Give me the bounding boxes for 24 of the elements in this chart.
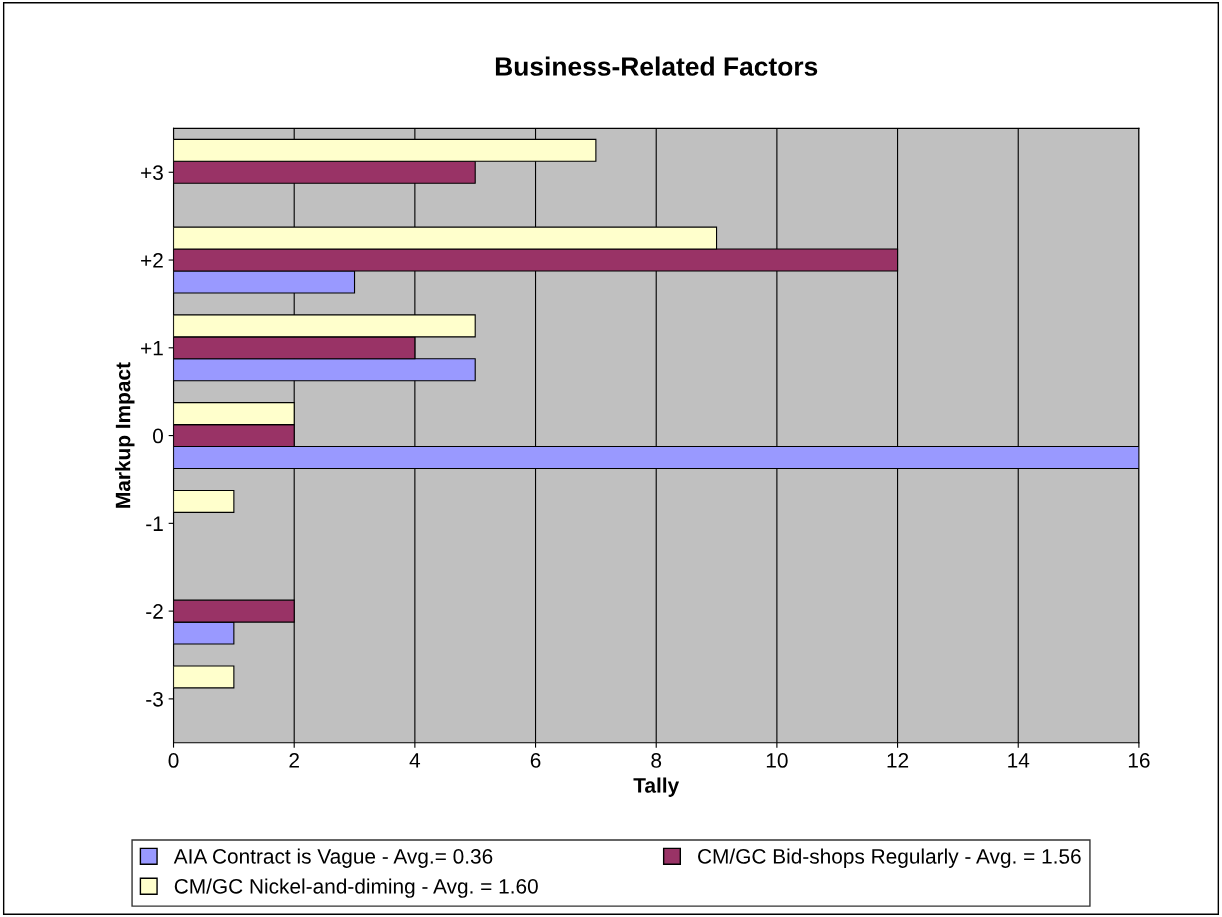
y-tick-label: -2: [146, 604, 163, 619]
bar: [173, 665, 235, 689]
legend-label: CM/GC Nickel-and-diming - Avg. = 1.60: [174, 878, 538, 898]
y-tick-label: +3: [141, 165, 163, 181]
bar: [173, 489, 235, 513]
y-tick-label: -3: [146, 691, 163, 707]
x-tick-label: 6: [530, 753, 541, 768]
y-axis-title: Markup Impact: [115, 362, 135, 508]
y-tick-label: 0: [153, 428, 163, 444]
x-tick-label: 8: [651, 753, 662, 768]
legend-label: CM/GC Bid-shops Regularly - Avg. = 1.56: [698, 848, 1081, 868]
x-tick-label: 14: [1008, 753, 1030, 768]
x-axis-title: Tally: [633, 777, 680, 797]
legend-label: AIA Contract is Vague - Avg.= 0.36: [173, 848, 493, 868]
x-tick-label: 4: [409, 753, 421, 768]
y-tick-label: -1: [146, 516, 163, 531]
x-tick-label: 12: [887, 753, 909, 768]
x-tick-label: 10: [766, 753, 788, 768]
x-tick-label: 2: [289, 753, 299, 768]
x-tick-label: 0: [168, 753, 179, 768]
x-tick-label: 16: [1128, 753, 1150, 768]
y-tick-label: +2: [141, 253, 163, 268]
chart-title: Business-Related Factors: [495, 56, 818, 76]
y-tick-label: +1: [141, 341, 163, 356]
